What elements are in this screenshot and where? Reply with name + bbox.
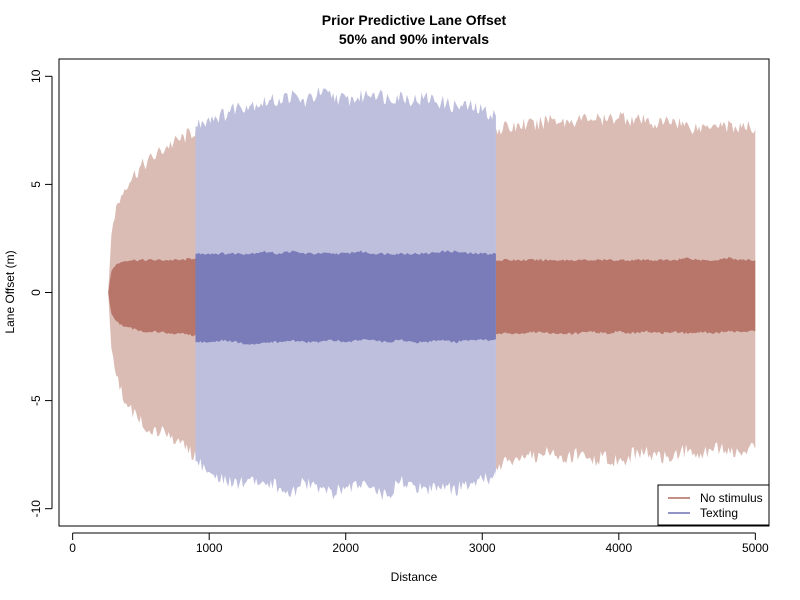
y-tick-label: 0 [29, 289, 43, 296]
x-tick-label: 0 [69, 541, 76, 555]
x-axis: 0 1000 2000 3000 4000 5000 [69, 532, 769, 555]
band-50-texting-0 [195, 250, 496, 345]
y-tick-label: 10 [29, 69, 43, 83]
y-tick-label: -10 [29, 500, 43, 518]
y-tick-label: 5 [29, 181, 43, 188]
legend-box [657, 484, 770, 526]
y-axis: -10 -5 0 5 10 [29, 69, 53, 518]
legend: No stimulus Texting [657, 484, 770, 526]
y-axis-label: Lane Offset (m) [3, 250, 17, 333]
x-tick-label: 4000 [605, 541, 632, 555]
plot-frame [58, 58, 770, 527]
x-tick-label: 3000 [469, 541, 496, 555]
x-tick-label: 5000 [742, 541, 769, 555]
y-tick-label: -5 [29, 395, 43, 406]
x-tick-label: 1000 [196, 541, 223, 555]
legend-label-texting: Texting [700, 506, 738, 520]
band-50-no-stimulus-0 [108, 257, 196, 337]
x-tick-label: 2000 [332, 541, 359, 555]
band-50-no-stimulus-1 [495, 257, 756, 335]
interval-bands [108, 87, 756, 501]
chart-subtitle: 50% and 90% intervals [339, 31, 489, 47]
legend-label-no-stimulus: No stimulus [700, 491, 763, 505]
x-axis-label: Distance [391, 570, 438, 584]
chart-title: Prior Predictive Lane Offset [322, 12, 507, 28]
